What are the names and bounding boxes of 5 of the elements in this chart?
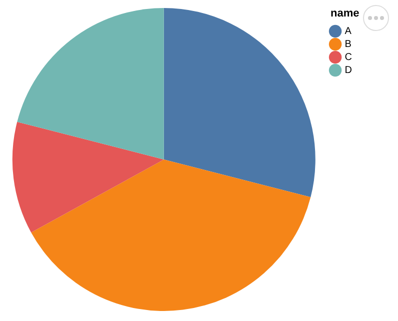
- legend-label: D: [344, 64, 352, 76]
- legend-label: B: [344, 38, 352, 50]
- legend-label: C: [344, 52, 352, 63]
- legend-title: name: [330, 8, 360, 20]
- legend-label: A: [344, 26, 352, 37]
